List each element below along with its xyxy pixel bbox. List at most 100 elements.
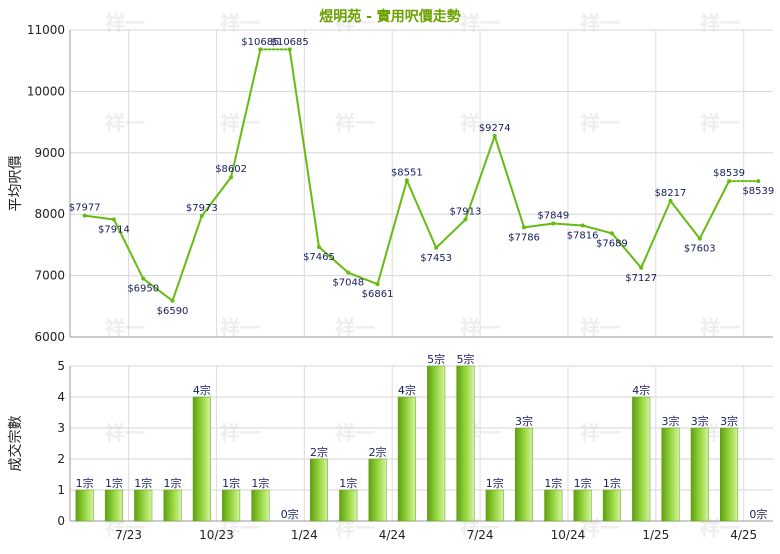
count-bar-22 — [720, 427, 739, 522]
count-bar-6 — [251, 489, 270, 522]
price-line-segment-12 — [435, 218, 467, 249]
x-tick-7/23: 7/23 — [115, 528, 142, 542]
price-point-12 — [434, 245, 439, 250]
price-line-segment-18 — [610, 232, 643, 269]
count-label-9: 1宗 — [339, 476, 357, 490]
price-label-8: $7465 — [303, 252, 335, 263]
price-label-5: $8602 — [215, 164, 247, 175]
count-bar-18 — [602, 489, 621, 522]
price-label-0: $7977 — [69, 203, 101, 214]
x-tick-10/23: 10/23 — [199, 528, 234, 542]
watermark-1-0: 祥一 — [105, 111, 145, 135]
price-y-tick-9000: 9000 — [34, 146, 65, 160]
price-label-14: $9274 — [479, 123, 511, 134]
price-label-11: $8551 — [391, 167, 423, 178]
price-label-10: $6861 — [362, 289, 394, 300]
price-label-20: $8217 — [655, 188, 687, 199]
count-y-tick-1: 1 — [57, 483, 65, 497]
x-tick-4/24: 4/24 — [379, 528, 406, 542]
watermark-0-0: 祥一 — [105, 11, 145, 35]
count-label-3: 1宗 — [164, 476, 182, 490]
count-y-axis-label: 成交宗數 — [7, 416, 24, 472]
x-tick-4/25: 4/25 — [730, 528, 757, 542]
price-point-2 — [141, 276, 146, 281]
count-label-2: 1宗 — [134, 476, 152, 490]
watermark-1-5: 祥一 — [700, 111, 740, 135]
price-line-segment-15 — [523, 222, 555, 229]
price-label-21: $7603 — [684, 244, 716, 255]
price-line-segment-9 — [347, 271, 379, 286]
price-label-1: $7914 — [98, 224, 130, 235]
price-point-17 — [580, 223, 585, 228]
count-bar-0 — [75, 489, 94, 522]
price-label-17: $7816 — [567, 230, 599, 241]
price-line-segment-3 — [171, 214, 203, 302]
count-label-10: 2宗 — [369, 445, 387, 459]
count-label-16: 1宗 — [544, 476, 562, 490]
chart-title: 煜明苑 - 實用呎價走勢 — [319, 8, 461, 25]
watermark-2-1: 祥一 — [220, 316, 260, 340]
count-label-12: 5宗 — [427, 352, 445, 366]
price-point-11 — [404, 178, 409, 183]
price-label-3: $6590 — [157, 306, 189, 317]
price-line-segment-5 — [230, 48, 262, 179]
watermark-3-2: 祥一 — [335, 421, 375, 445]
count-bar-17 — [573, 489, 592, 522]
count-bar-3 — [163, 489, 182, 522]
price-line-segment-1 — [112, 218, 145, 280]
price-label-4: $7973 — [186, 203, 218, 214]
price-line-segment-2 — [142, 277, 174, 302]
price-y-axis-label: 平均呎價 — [7, 156, 24, 212]
count-bar-1 — [104, 489, 123, 522]
count-label-21: 3宗 — [691, 414, 709, 428]
price-label-12: $7453 — [420, 253, 452, 264]
price-point-22 — [727, 179, 732, 184]
price-point-5 — [229, 175, 234, 180]
count-label-20: 3宗 — [661, 414, 679, 428]
price-label-7: $10685 — [271, 37, 309, 48]
price-point-10 — [375, 282, 380, 287]
count-label-18: 1宗 — [603, 476, 621, 490]
price-point-8 — [316, 245, 321, 250]
price-label-16: $7849 — [537, 210, 569, 221]
watermark-1-4: 祥一 — [580, 111, 620, 135]
price-point-16 — [551, 221, 556, 226]
watermark-2-2: 祥一 — [335, 316, 375, 340]
watermark-1-1: 祥一 — [220, 111, 260, 135]
watermark-1-2: 祥一 — [335, 111, 375, 135]
count-y-tick-3: 3 — [57, 421, 65, 435]
price-point-7 — [287, 47, 292, 52]
price-label-9: $7048 — [332, 278, 364, 289]
count-label-19: 4宗 — [632, 383, 650, 397]
watermark-3-4: 祥一 — [580, 421, 620, 445]
price-point-20 — [668, 198, 673, 203]
watermark-3-0: 祥一 — [105, 421, 145, 445]
price-label-18: $7689 — [596, 238, 628, 249]
count-label-0: 1宗 — [76, 476, 94, 490]
count-bar-16 — [544, 489, 563, 522]
price-line-segment-10 — [376, 179, 408, 286]
price-y-tick-11000: 11000 — [27, 23, 65, 37]
count-bar-10 — [368, 458, 387, 522]
price-line-segment-13 — [464, 134, 496, 221]
x-tick-10/24: 10/24 — [551, 528, 586, 542]
count-bar-14 — [485, 489, 504, 522]
x-tick-7/24: 7/24 — [467, 528, 494, 542]
price-label-2: $6950 — [127, 284, 159, 295]
price-line-segment-14 — [493, 134, 526, 229]
count-bar-20 — [661, 427, 680, 522]
count-label-5: 1宗 — [222, 476, 240, 490]
watermark-0-5: 祥一 — [700, 11, 740, 35]
price-label-23: $8539 — [742, 186, 774, 197]
count-label-17: 1宗 — [574, 476, 592, 490]
price-line-segment-4 — [200, 176, 233, 217]
x-tick-1/24: 1/24 — [291, 528, 318, 542]
x-tick-1/25: 1/25 — [642, 528, 669, 542]
price-y-tick-8000: 8000 — [34, 207, 65, 221]
price-point-14 — [492, 133, 497, 138]
count-bar-13 — [456, 365, 475, 522]
price-point-19 — [639, 265, 644, 270]
watermark-0-2: 祥一 — [335, 11, 375, 35]
